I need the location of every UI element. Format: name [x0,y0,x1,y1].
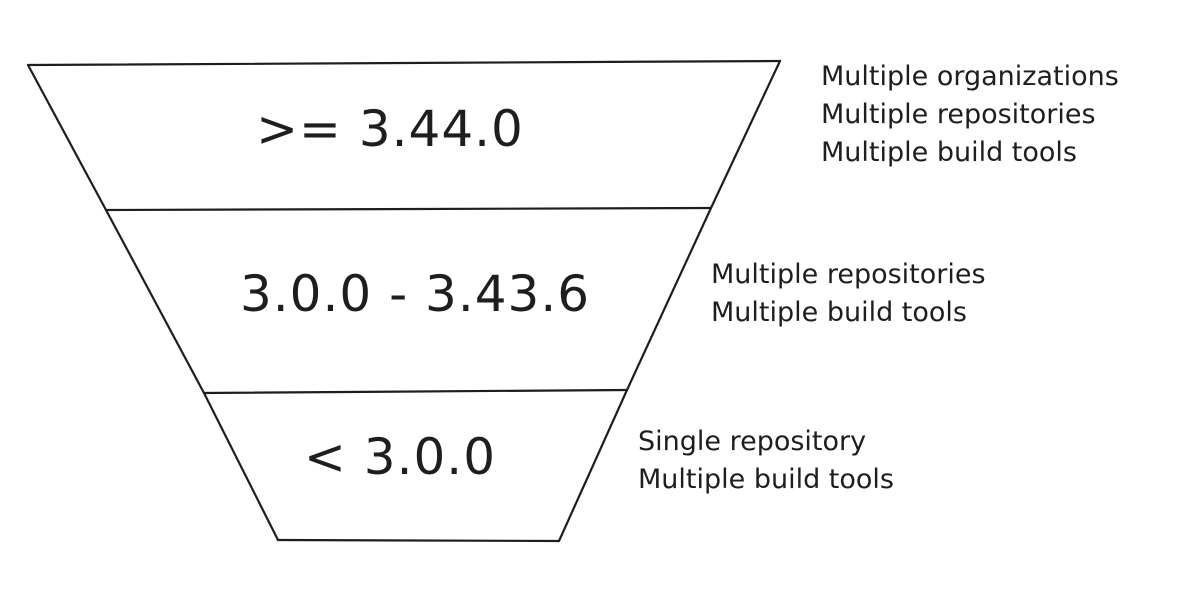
tier-1-annotation: Multiple organizations Multiple reposito… [821,58,1119,172]
tier-3-annotation: Single repository Multiple build tools [638,423,894,499]
funnel-bottom-edge [276,538,561,543]
tier-divider-2 [202,388,629,395]
tier-1-annotation-line-3: Multiple build tools [821,137,1077,168]
funnel-top-edge [26,59,782,67]
tier-divider-1 [104,206,713,212]
tier-3-annotation-line-1: Single repository [638,426,867,457]
tier-1-annotation-line-2: Multiple repositories [821,99,1096,130]
funnel-right-edge [557,59,782,543]
tier-1-version-label: >= 3.44.0 [256,100,524,158]
tier-3-version-label: < 3.0.0 [303,428,497,486]
tier-3-annotation-line-2: Multiple build tools [638,464,894,495]
tier-2-version-label: 3.0.0 - 3.43.6 [239,265,591,323]
tier-2-annotation-line-1: Multiple repositories [711,259,986,290]
tier-2-annotation-line-2: Multiple build tools [711,297,967,328]
funnel-left-edge [26,63,280,542]
tier-2-annotation: Multiple repositories Multiple build too… [711,256,986,332]
tier-1-annotation-line-1: Multiple organizations [821,61,1119,92]
